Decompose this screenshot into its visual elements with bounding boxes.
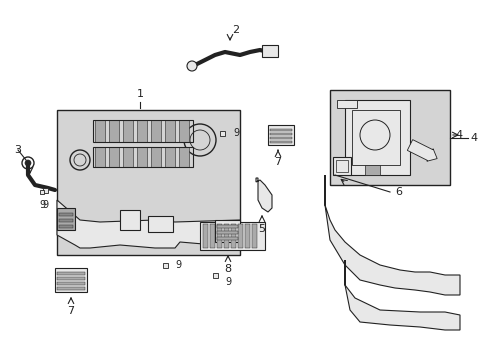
Bar <box>95 147 105 167</box>
Bar <box>269 136 291 139</box>
Text: 9: 9 <box>232 128 239 138</box>
FancyArrow shape <box>407 140 436 161</box>
Bar <box>269 129 291 131</box>
Bar <box>336 100 356 108</box>
Bar <box>93 120 193 142</box>
Bar <box>109 120 119 142</box>
Bar <box>335 160 347 172</box>
Text: 4: 4 <box>454 130 461 140</box>
Bar <box>93 147 193 167</box>
Text: 9: 9 <box>175 260 181 270</box>
Bar <box>212 273 217 278</box>
Bar <box>269 132 291 135</box>
Bar <box>109 147 119 167</box>
Polygon shape <box>57 200 240 248</box>
Bar <box>179 120 189 142</box>
Circle shape <box>186 61 197 71</box>
Bar <box>164 120 175 142</box>
Bar <box>137 147 147 167</box>
Bar <box>224 224 228 248</box>
Text: 1: 1 <box>136 89 143 99</box>
Bar <box>57 208 75 230</box>
Bar <box>179 147 189 167</box>
Bar <box>217 224 222 248</box>
Text: 9: 9 <box>39 200 45 210</box>
Bar <box>40 190 44 194</box>
Bar <box>217 225 238 228</box>
Bar <box>57 110 240 255</box>
Bar <box>217 231 238 234</box>
Bar <box>123 120 133 142</box>
Circle shape <box>25 160 31 166</box>
Bar <box>215 220 240 242</box>
Text: 7: 7 <box>67 306 74 316</box>
Bar <box>345 100 409 175</box>
Bar <box>217 237 238 240</box>
Text: 7: 7 <box>274 157 281 167</box>
Bar <box>120 210 140 230</box>
Polygon shape <box>256 178 271 212</box>
Bar <box>59 225 73 228</box>
Polygon shape <box>325 175 459 295</box>
Bar <box>137 120 147 142</box>
Bar <box>351 110 399 165</box>
Text: 3: 3 <box>15 145 21 155</box>
Bar <box>329 90 449 185</box>
Text: 6: 6 <box>394 187 401 197</box>
Text: 5: 5 <box>258 224 265 234</box>
Polygon shape <box>345 260 459 330</box>
Bar <box>244 224 249 248</box>
Bar <box>42 188 47 193</box>
Bar <box>57 287 85 290</box>
Text: 9: 9 <box>224 277 231 287</box>
Bar <box>59 213 73 216</box>
Bar <box>219 131 224 135</box>
Text: 4: 4 <box>469 133 476 143</box>
Bar <box>151 147 161 167</box>
Bar <box>162 262 167 267</box>
Bar <box>57 272 85 275</box>
Bar <box>151 120 161 142</box>
Bar <box>262 45 278 57</box>
Bar <box>123 147 133 167</box>
Bar <box>238 224 243 248</box>
Text: 9: 9 <box>42 200 48 210</box>
Bar <box>269 140 291 143</box>
Bar <box>251 224 257 248</box>
Bar <box>148 216 173 232</box>
Bar <box>95 120 105 142</box>
Bar <box>59 219 73 222</box>
Bar <box>55 268 87 292</box>
Bar <box>364 165 379 175</box>
Bar <box>57 277 85 280</box>
Bar <box>332 157 350 175</box>
Bar <box>57 282 85 285</box>
Text: 8: 8 <box>224 264 231 274</box>
Bar <box>267 125 293 145</box>
Bar <box>200 222 264 250</box>
Bar <box>230 224 236 248</box>
Text: 2: 2 <box>232 25 239 35</box>
Bar <box>209 224 215 248</box>
Bar <box>164 147 175 167</box>
Bar <box>203 224 207 248</box>
